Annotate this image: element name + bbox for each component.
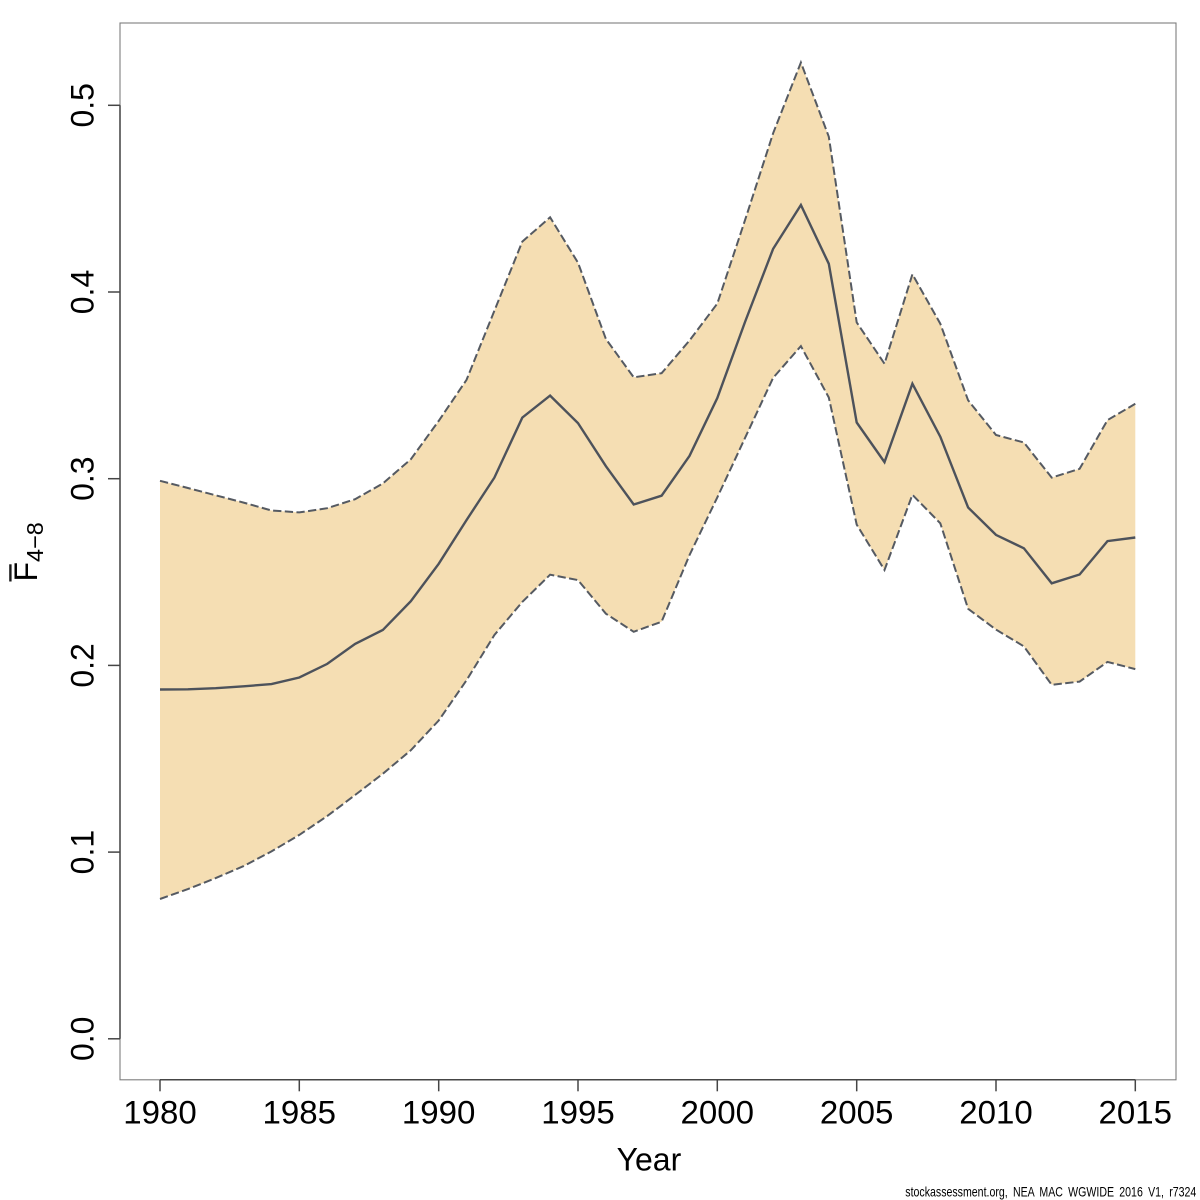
svg-text:0.3: 0.3 [65, 456, 101, 500]
svg-text:2010: 2010 [959, 1095, 1033, 1131]
svg-text:1995: 1995 [541, 1095, 615, 1131]
svg-text:2015: 2015 [1099, 1095, 1173, 1131]
svg-text:0.4: 0.4 [65, 270, 101, 314]
svg-text:2000: 2000 [681, 1095, 755, 1131]
svg-text:F: F [8, 562, 44, 582]
svg-text:4−8: 4−8 [22, 522, 48, 562]
svg-text:stockassessment.org, NEA MAC W: stockassessment.org, NEA MAC WGWIDE 2016… [905, 1184, 1196, 1199]
svg-text:1990: 1990 [402, 1095, 476, 1131]
svg-text:1980: 1980 [123, 1095, 197, 1131]
svg-text:0.1: 0.1 [65, 830, 101, 874]
svg-text:0.0: 0.0 [65, 1017, 101, 1061]
svg-text:2005: 2005 [820, 1095, 894, 1131]
svg-text:0.5: 0.5 [65, 83, 101, 127]
svg-text:1985: 1985 [263, 1095, 337, 1131]
svg-text:0.2: 0.2 [65, 643, 101, 687]
svg-text:Year: Year [617, 1142, 682, 1178]
